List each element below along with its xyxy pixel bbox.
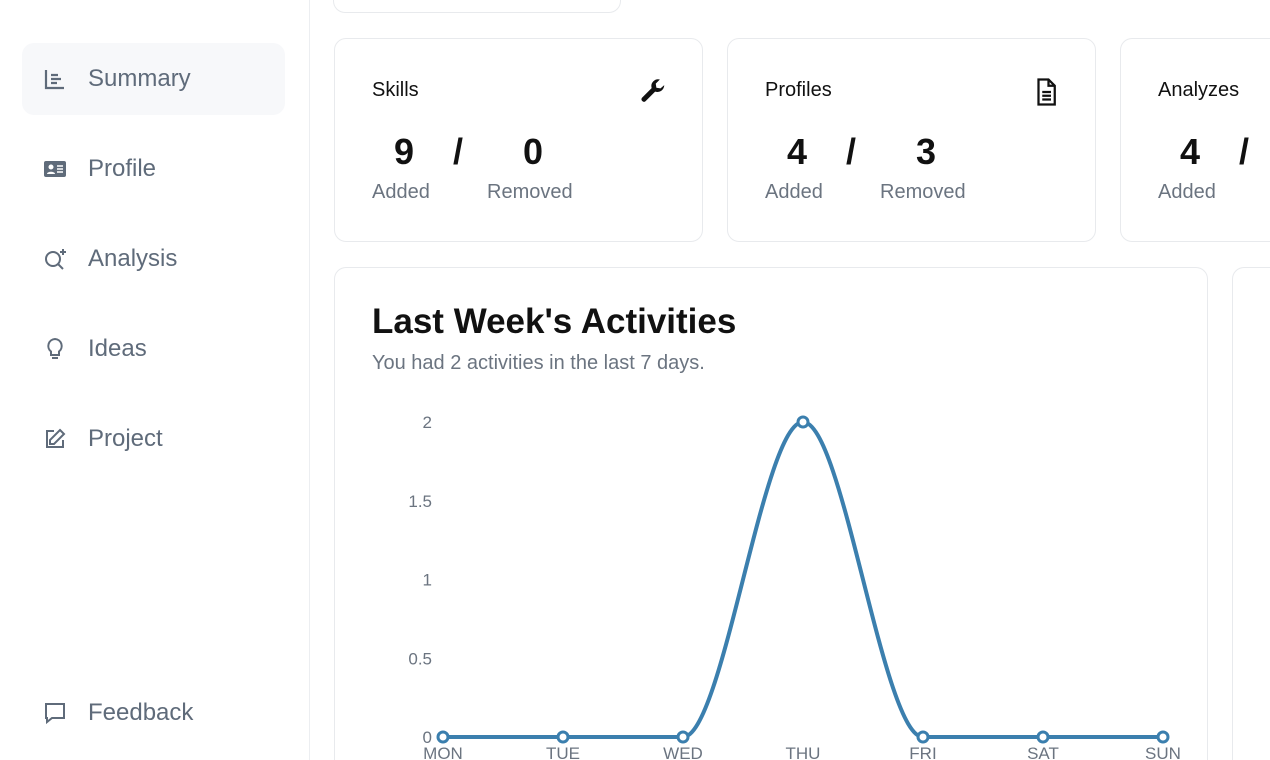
added-label: Added [372, 181, 430, 203]
data-point [1036, 730, 1050, 744]
document-icon [1037, 78, 1056, 106]
sidebar-item-label: Profile [88, 155, 157, 182]
y-tick-label: 0 [423, 728, 432, 747]
removed-count: 0 [522, 131, 544, 172]
sidebar-item-ideas[interactable]: Ideas [22, 313, 285, 385]
sidebar-item-summary[interactable]: Summary [22, 43, 285, 115]
lightbulb-icon [22, 337, 88, 361]
y-tick-label: 1 [423, 571, 432, 590]
x-tick-label: MON [423, 744, 463, 760]
skills-stat-card: Skills 9 / 0 Added Removed [334, 38, 703, 242]
removed-count: 3 [915, 131, 937, 172]
added-count: 9 [393, 131, 415, 172]
y-tick-label: 2 [423, 413, 432, 432]
removed-label: Removed [880, 181, 966, 203]
chart-title: Last Week's Activities [372, 302, 737, 341]
card-title: Skills [372, 79, 419, 101]
wrench-icon [641, 79, 665, 102]
data-point [676, 730, 690, 744]
sidebar-item-feedback[interactable]: Feedback [22, 677, 285, 749]
added-count: 4 [1179, 131, 1201, 172]
x-tick-label: FRI [909, 744, 936, 760]
activity-chart-card: Last Week's Activities You had 2 activit… [334, 267, 1208, 760]
x-tick-label: TUE [546, 744, 580, 760]
edit-icon [22, 427, 88, 451]
sidebar-item-analysis[interactable]: Analysis [22, 223, 285, 295]
search-sparkle-icon [22, 247, 88, 271]
x-tick-label: THU [786, 744, 821, 760]
separator: / [846, 131, 857, 172]
analyzes-stat-card: Analyzes 4 / Added [1120, 38, 1270, 242]
side-card [1232, 267, 1270, 760]
data-point [796, 415, 810, 429]
chart-subtitle: You had 2 activities in the last 7 days. [372, 352, 705, 374]
card-title: Profiles [765, 79, 832, 101]
sidebar-item-label: Feedback [88, 699, 194, 726]
added-label: Added [1158, 181, 1216, 203]
sidebar-item-project[interactable]: Project [22, 403, 285, 475]
card-title: Analyzes [1158, 79, 1240, 101]
id-card-icon [22, 157, 88, 181]
separator: / [1239, 131, 1250, 172]
sidebar-item-label: Ideas [88, 335, 147, 362]
data-point [1156, 730, 1170, 744]
added-count: 4 [786, 131, 808, 172]
y-tick-label: 0.5 [408, 649, 432, 668]
message-icon [22, 701, 88, 725]
removed-label: Removed [487, 181, 573, 203]
x-tick-label: SAT [1027, 744, 1059, 760]
separator: / [453, 131, 464, 172]
profiles-stat-card: Profiles 4 / 3 Added Removed [727, 38, 1096, 242]
chart-icon [22, 67, 88, 91]
x-tick-label: SUN [1145, 744, 1181, 760]
sidebar-item-profile[interactable]: Profile [22, 133, 285, 205]
sidebar-item-label: Summary [88, 65, 191, 92]
x-tick-label: WED [663, 744, 703, 760]
sidebar-item-label: Project [88, 425, 163, 452]
added-label: Added [765, 181, 823, 203]
sidebar-item-label: Analysis [88, 245, 178, 272]
series-line [443, 419, 1163, 739]
data-point [916, 730, 930, 744]
y-tick-label: 1.5 [408, 492, 432, 511]
sidebar: Summary Profile Analysis Ideas Project F… [0, 0, 310, 760]
data-point [556, 730, 570, 744]
data-point [436, 730, 450, 744]
